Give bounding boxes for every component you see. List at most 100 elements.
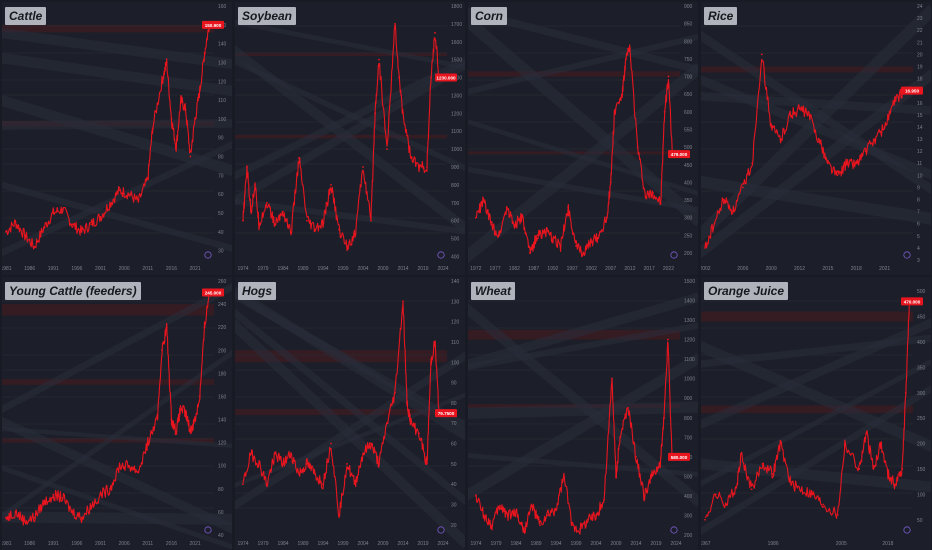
data-point (314, 228, 316, 231)
data-point (346, 244, 348, 247)
data-point (430, 76, 432, 79)
data-point (99, 493, 102, 496)
x-tick-label: 1994 (550, 541, 561, 547)
data-point (71, 511, 74, 513)
y-tick-label: 200 (917, 442, 926, 448)
y-tick-label: 220 (218, 325, 227, 331)
x-tick-label: 1989 (530, 541, 541, 547)
data-point (194, 117, 196, 120)
data-point (298, 473, 300, 475)
data-point (499, 504, 501, 507)
data-point (547, 514, 549, 517)
series-line (704, 58, 905, 249)
data-point (258, 223, 260, 226)
x-tick-label: 2006 (119, 266, 130, 272)
price-zone (2, 379, 214, 385)
data-point (402, 300, 404, 303)
series-line (5, 292, 210, 526)
data-point (161, 349, 163, 352)
data-point (165, 61, 168, 64)
y-tick-label: 16 (917, 101, 923, 107)
x-tick-label: 2018 (851, 266, 862, 272)
data-point (165, 326, 168, 329)
data-point (250, 210, 252, 213)
y-tick-label: 12 (917, 149, 923, 155)
last-value-badge (668, 150, 690, 159)
y-tick-label: 550 (684, 127, 693, 133)
data-point (652, 192, 654, 194)
x-tick-label: 1992 (547, 266, 558, 272)
last-value-badge (668, 452, 690, 461)
data-point (901, 468, 904, 470)
x-tick-label: 1994 (317, 541, 328, 547)
x-tick-label: 1994 (317, 266, 328, 272)
y-tick-label: 250 (684, 233, 693, 239)
last-value-label: 245.000 (205, 291, 222, 296)
y-tick-label: 100 (451, 360, 460, 366)
y-tick-label: 500 (917, 289, 926, 295)
y-tick-label: 400 (684, 180, 693, 186)
data-point (659, 465, 661, 468)
x-tick-label: 1984 (277, 541, 288, 547)
data-point (590, 241, 593, 244)
y-tick-label: 150 (917, 467, 926, 473)
trend-band (701, 334, 931, 368)
data-point (741, 186, 744, 189)
data-point (322, 483, 324, 486)
trend-band (2, 119, 232, 130)
data-point (430, 361, 432, 364)
y-tick-label: 7 (917, 210, 920, 216)
x-tick-label: 2014 (397, 541, 408, 547)
y-tick-label: 1100 (451, 129, 462, 135)
data-point (282, 210, 284, 213)
y-tick-label: 80 (218, 155, 224, 161)
data-point (827, 162, 829, 165)
data-point (90, 223, 92, 226)
y-tick-label: 13 (917, 137, 923, 143)
data-point (306, 462, 308, 465)
data-point (175, 146, 178, 149)
y-tick-label: 3 (917, 258, 920, 264)
data-point (713, 222, 716, 225)
data-point (714, 493, 717, 496)
y-tick-label: 110 (451, 340, 459, 346)
data-point (151, 127, 154, 130)
y-tick-label: 1700 (451, 22, 462, 28)
data-point (418, 166, 420, 168)
y-tick-label: 60 (218, 510, 224, 516)
y-tick-label: 350 (684, 198, 693, 204)
x-tick-label: 2019 (650, 541, 661, 547)
y-tick-label: 1400 (684, 299, 695, 305)
data-point (246, 166, 248, 168)
trend-band (468, 166, 698, 213)
data-point (483, 514, 485, 517)
x-tick-label: 1991 (48, 266, 59, 272)
data-point (338, 228, 340, 231)
data-point (751, 162, 754, 165)
trend-band (2, 181, 232, 252)
y-tick-label: 50 (451, 462, 457, 468)
data-point (667, 75, 670, 78)
x-tick-label: 2006 (119, 541, 130, 547)
data-point (378, 58, 380, 61)
y-tick-label: 23 (917, 16, 923, 22)
data-point (505, 206, 508, 208)
chart-title: Corn (471, 7, 507, 25)
x-tick-label: 1986 (24, 541, 35, 547)
data-point (198, 89, 201, 92)
data-point (118, 464, 121, 467)
chart-title: Cattle (5, 7, 47, 25)
x-tick-label: 1967 (701, 541, 711, 547)
last-value-label: 150.900 (205, 23, 222, 28)
data-point (394, 22, 396, 25)
chart-title: Rice (704, 7, 738, 25)
x-tick-label: 1986 (768, 541, 779, 547)
trend-band (2, 511, 232, 525)
data-point (354, 483, 356, 486)
y-tick-label: 400 (917, 340, 926, 346)
data-point (663, 416, 665, 419)
x-tick-label: 2021 (879, 266, 890, 272)
x-tick-label: 1984 (277, 266, 288, 272)
chart-svg: 200 250 300 350 400 450 500 550 600 650 700 750 800 8… (468, 2, 698, 275)
